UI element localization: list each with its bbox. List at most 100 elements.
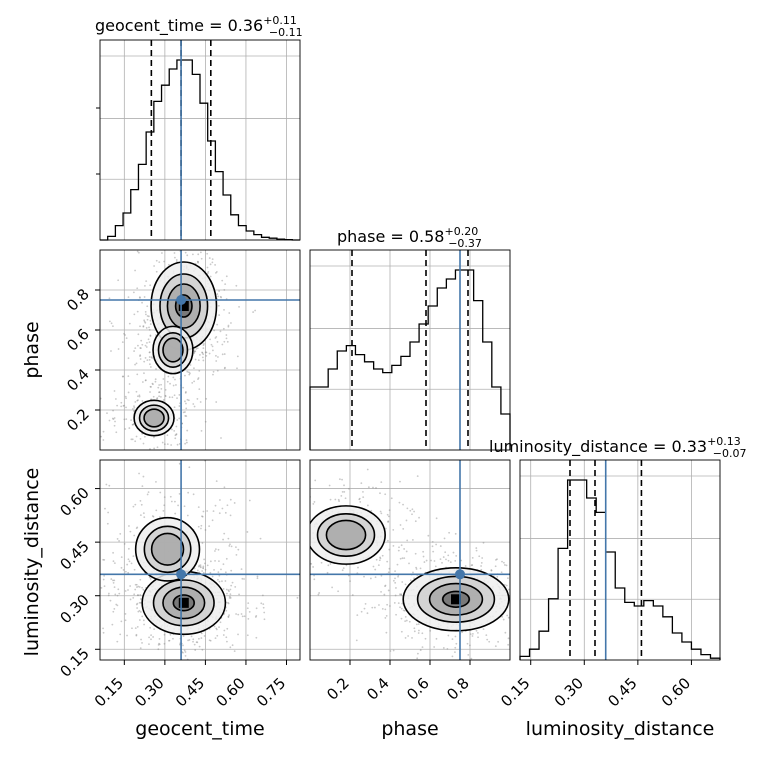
sample-point xyxy=(305,508,307,510)
sample-point xyxy=(397,575,399,578)
sample-point xyxy=(233,650,236,652)
sample-point xyxy=(139,325,141,328)
sample-point xyxy=(142,619,145,622)
sample-point xyxy=(125,418,128,421)
sample-point xyxy=(296,596,299,599)
sample-point xyxy=(528,617,530,619)
sample-point xyxy=(147,491,150,494)
sample-point xyxy=(164,395,167,398)
sample-point xyxy=(127,375,130,378)
sample-point xyxy=(186,429,189,432)
contour-line xyxy=(157,332,189,368)
sample-point xyxy=(363,575,365,578)
density-level xyxy=(151,533,184,566)
sample-point xyxy=(507,637,510,640)
sample-point xyxy=(257,547,259,549)
sample-point xyxy=(164,394,167,397)
sample-point xyxy=(148,358,151,361)
sample-point xyxy=(128,322,131,325)
sample-point xyxy=(371,606,374,609)
sample-point xyxy=(422,550,425,553)
sample-point xyxy=(198,564,201,567)
sample-point xyxy=(215,628,218,631)
sample-point xyxy=(203,562,206,565)
sample-point xyxy=(349,580,351,583)
sample-point xyxy=(158,391,161,394)
xtick-label: 0.4 xyxy=(363,674,393,704)
sample-point xyxy=(385,614,388,617)
sample-point xyxy=(174,512,177,515)
sample-point xyxy=(107,511,110,514)
sample-point xyxy=(157,643,160,646)
sample-point xyxy=(108,297,111,300)
sample-point xyxy=(553,570,555,572)
sample-point xyxy=(148,351,151,354)
sample-point xyxy=(176,397,178,400)
sample-point xyxy=(112,551,114,554)
sample-point xyxy=(124,590,127,592)
sample-point xyxy=(132,291,135,294)
sample-point xyxy=(130,562,133,565)
sample-point xyxy=(198,388,201,391)
sample-point xyxy=(247,602,250,605)
sample-point xyxy=(213,625,216,628)
sample-point xyxy=(208,352,211,355)
sample-point xyxy=(447,554,450,557)
sample-point xyxy=(218,290,220,292)
sample-point xyxy=(229,498,232,501)
sample-point xyxy=(118,540,120,542)
sample-point xyxy=(304,514,306,516)
contour-line xyxy=(150,532,185,566)
sample-point xyxy=(414,520,417,523)
sample-point xyxy=(215,335,218,338)
sample-point xyxy=(140,638,142,641)
sample-point xyxy=(124,334,127,336)
sample-point xyxy=(206,564,209,567)
sample-point xyxy=(393,602,396,604)
sample-point xyxy=(229,597,232,599)
sample-point xyxy=(380,590,382,593)
sample-point xyxy=(307,497,309,499)
sample-point xyxy=(138,609,141,612)
sample-point xyxy=(124,428,127,430)
sample-point xyxy=(364,602,367,605)
sample-point xyxy=(230,322,232,324)
sample-point xyxy=(184,374,186,377)
sample-point xyxy=(103,558,106,561)
sample-point xyxy=(222,327,225,330)
sample-point xyxy=(416,475,419,477)
panel-phase-vs-luminosity_distance xyxy=(257,459,555,661)
sample-point xyxy=(98,581,100,583)
sample-point xyxy=(217,304,220,307)
sample-point xyxy=(136,287,139,290)
sample-point xyxy=(384,584,387,587)
sample-point xyxy=(163,260,165,263)
sample-point xyxy=(292,550,294,552)
sample-point xyxy=(531,592,533,594)
sample-point xyxy=(157,648,160,651)
sample-point xyxy=(340,494,343,497)
panel-inner xyxy=(100,250,300,450)
sample-point xyxy=(173,394,176,397)
sample-point xyxy=(127,547,130,550)
sample-point xyxy=(277,513,279,515)
sample-point xyxy=(454,532,457,535)
sample-point xyxy=(525,534,527,536)
sample-point xyxy=(212,370,215,373)
sample-point xyxy=(478,555,481,558)
sample-point xyxy=(124,395,127,398)
sample-point xyxy=(214,271,217,274)
sample-point xyxy=(204,529,207,531)
sample-point xyxy=(187,639,189,642)
sample-point xyxy=(143,435,146,438)
sample-point xyxy=(262,606,265,609)
sample-point xyxy=(514,580,516,582)
sample-point xyxy=(461,631,463,634)
sample-point xyxy=(149,366,152,368)
sample-point xyxy=(129,530,132,533)
panel-frame xyxy=(519,459,721,661)
sample-point xyxy=(145,327,148,329)
sample-point xyxy=(108,320,111,323)
sample-point xyxy=(402,609,405,612)
sample-point xyxy=(362,496,365,499)
